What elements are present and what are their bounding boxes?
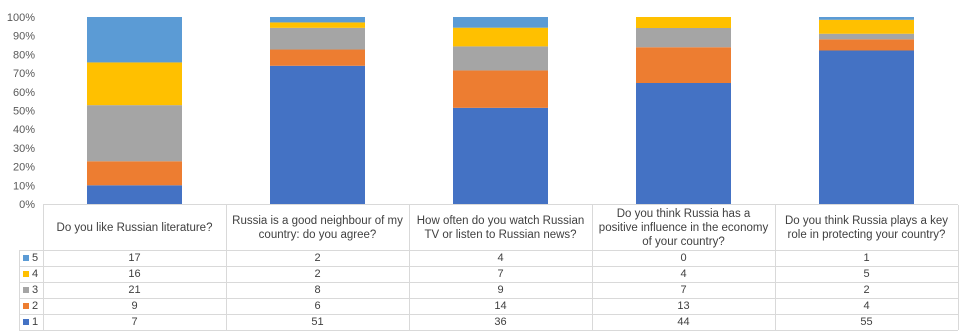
bar-segment-2-cat-3 (453, 70, 548, 108)
category-label: Russia is a good neighbour of my country… (232, 214, 403, 241)
legend-swatch (23, 287, 29, 293)
bar-segment-2-cat-1 (87, 161, 182, 186)
category-label: How often do you watch Russian TV or lis… (416, 214, 585, 241)
bar-segment-4-cat-1 (87, 62, 182, 106)
legend-label: 1 (32, 316, 39, 328)
table-cell-value: 7 (131, 316, 138, 328)
table-cell-value: 14 (494, 300, 507, 312)
table-cell-value: 21 (128, 284, 141, 296)
y-tick-label: 70% (13, 68, 35, 80)
category-label: Do you think Russia plays a key role in … (785, 214, 948, 241)
y-tick-label: 100% (7, 12, 35, 24)
table-cell-value: 13 (677, 300, 690, 312)
legend-label: 3 (32, 284, 39, 296)
y-tick-label: 50% (13, 106, 35, 118)
legend-entry-1: 1 (19, 314, 43, 330)
bar-segment-5-cat-2 (270, 17, 365, 23)
bar-segment-5-cat-5 (819, 17, 914, 20)
bar-segment-4-cat-2 (270, 22, 365, 28)
table-cell-value: 7 (497, 268, 504, 280)
table-cell-value: 7 (680, 284, 687, 296)
y-tick-label: 60% (13, 87, 35, 99)
y-tick-label: 0% (19, 199, 35, 211)
bar-segment-2-cat-5 (819, 39, 914, 51)
y-tick-label: 20% (13, 162, 35, 174)
legend-swatch (23, 303, 29, 309)
y-tick-label: 80% (13, 49, 35, 61)
bar-segment-3-cat-3 (453, 46, 548, 71)
table-cell-value: 0 (680, 252, 687, 264)
table-cell-value: 6 (314, 300, 321, 312)
table-cell-value: 2 (314, 268, 321, 280)
table-cell-value: 9 (131, 300, 138, 312)
bar-segment-1-cat-3 (453, 107, 548, 204)
legend-entry-3: 3 (19, 282, 43, 298)
y-tick-label: 30% (13, 143, 35, 155)
legend-swatch (23, 255, 29, 261)
y-tick-label: 10% (13, 180, 35, 192)
bar-segment-1-cat-2 (270, 65, 365, 204)
table-cell-value: 4 (497, 252, 504, 264)
table-cell-value: 9 (497, 284, 504, 296)
table-cell-value: 1 (863, 252, 870, 264)
table-cell-value: 2 (314, 252, 321, 264)
bar-segment-3-cat-2 (270, 27, 365, 50)
bar-segment-4-cat-5 (819, 19, 914, 34)
legend-label: 5 (32, 252, 39, 264)
bar-segment-1-cat-5 (819, 50, 914, 204)
bar-segment-4-cat-4 (636, 17, 731, 28)
bar-segment-2-cat-4 (636, 47, 731, 83)
table-cell-value: 17 (128, 252, 141, 264)
table-cell-value: 8 (314, 284, 321, 296)
legend-swatch (23, 271, 29, 277)
bar-segment-4-cat-3 (453, 27, 548, 47)
table-cell-value: 4 (863, 300, 870, 312)
table-cell-value: 4 (680, 268, 687, 280)
y-tick-label: 40% (13, 124, 35, 136)
y-tick-label: 90% (13, 31, 35, 43)
table-cell-value: 51 (311, 316, 324, 328)
bar-segment-3-cat-5 (819, 33, 914, 40)
bar-segment-3-cat-4 (636, 28, 731, 48)
legend-entry-4: 4 (19, 266, 43, 282)
table-cell-value: 2 (863, 284, 870, 296)
legend-swatch (23, 319, 29, 325)
table-cell-value: 36 (494, 316, 507, 328)
category-label: Do you like Russian literature? (56, 221, 213, 234)
legend-entry-2: 2 (19, 298, 43, 314)
category-label: Do you think Russia has a positive influ… (598, 207, 769, 248)
table-cell-value: 5 (863, 268, 870, 280)
table-cell-value: 55 (860, 316, 873, 328)
bar-segment-2-cat-2 (270, 49, 365, 66)
bar-segment-1-cat-1 (87, 185, 182, 204)
bar-segment-5-cat-3 (453, 17, 548, 28)
table-cell-value: 44 (677, 316, 690, 328)
bar-segment-5-cat-1 (87, 17, 182, 63)
bar-segment-1-cat-4 (636, 83, 731, 204)
legend-entry-5: 5 (19, 250, 43, 266)
legend-label: 4 (32, 268, 39, 280)
table-cell-value: 16 (128, 268, 141, 280)
bar-segment-3-cat-1 (87, 105, 182, 162)
legend-label: 2 (32, 300, 39, 312)
